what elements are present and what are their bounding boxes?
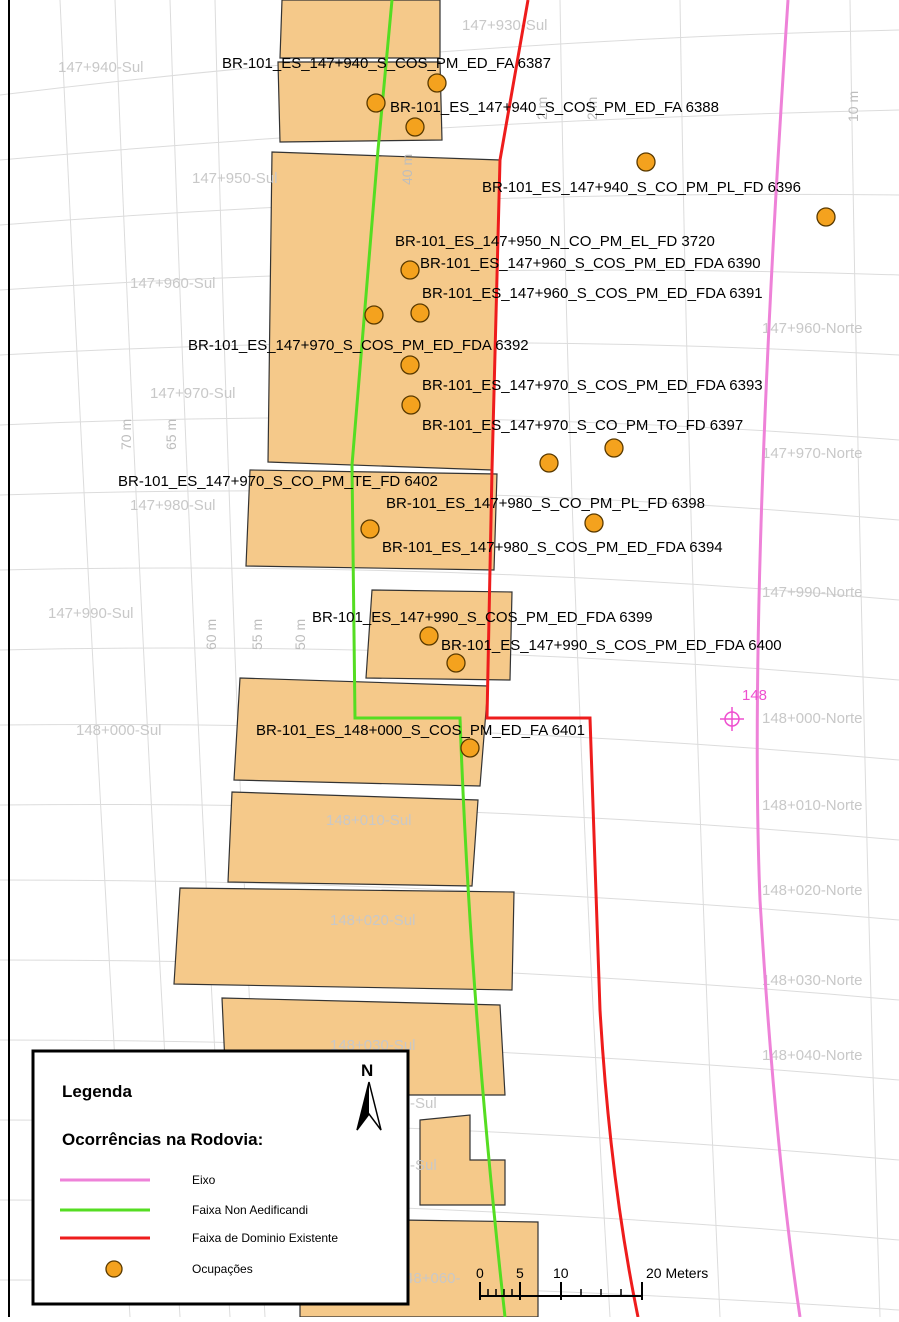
occurrence-marker (460, 738, 480, 758)
north-arrow: N (356, 1061, 382, 1131)
occurrence-label: BR-101_ES_147+970_S_COS_PM_ED_FDA 6392 (188, 337, 529, 354)
occurrence-marker (419, 626, 439, 646)
occurrence-label: BR-101_ES_147+980_S_COS_PM_ED_FDA 6394 (382, 539, 723, 556)
station-label: 147+960-Sul (130, 275, 216, 292)
scale-tick-label: 0 (476, 1265, 484, 1281)
occurrence-label: BR-101_ES_147+970_S_CO_PM_TO_FD 6397 (422, 417, 743, 434)
distance-label: 50 m (292, 619, 308, 650)
faixa-dominio-line (485, 0, 640, 1318)
distance-label: 40 m (399, 154, 415, 185)
occurrence-label: BR-101_ES_147+960_S_COS_PM_ED_FDA 6390 (420, 255, 761, 272)
occurrence-marker (539, 453, 559, 473)
legend-box (31, 1049, 410, 1306)
distance-label: 10 m (845, 91, 861, 122)
occurrence-marker (405, 117, 425, 137)
station-label: 147+950-Sul (192, 170, 278, 187)
occurrence-label: BR-101_ES_147+960_S_COS_PM_ED_FDA 6391 (422, 285, 763, 302)
occurrence-label: BR-101_ES_147+990_S_COS_PM_ED_FDA 6400 (441, 637, 782, 654)
station-label: -Sul (410, 1095, 437, 1112)
station-label: 148+000-Norte (762, 710, 863, 727)
distance-label: 2 m (534, 97, 550, 120)
station-label: 147+990-Sul (48, 605, 134, 622)
legend-ocupacoes-swatch (105, 1260, 123, 1278)
occurrence-marker (360, 519, 380, 539)
scale-bar: 0 5 10 20 Meters (476, 1265, 708, 1300)
legend-subtitle: Ocorrências na Rodovia: (62, 1130, 263, 1149)
station-label: 48+060- (405, 1270, 460, 1287)
occurrence-label: BR-101_ES_147+940_S_CO_PM_PL_FD 6396 (482, 179, 801, 196)
occurrence-marker (410, 303, 430, 323)
occurrence-label: BR-101_ES_147+990_S_COS_PM_ED_FDA 6399 (312, 609, 653, 626)
station-label: 147+960-Norte (762, 320, 863, 337)
occurrence-label: BR-101_ES_147+980_S_CO_PM_PL_FD 6398 (386, 495, 705, 512)
legend-eixo-label: Eixo (192, 1173, 216, 1187)
occurrence-label: BR-101_ES_147+970_S_COS_PM_ED_FDA 6393 (422, 377, 763, 394)
distance-labels: 70 m 65 m 60 m 55 m 50 m 40 m 2 m 2 m 10… (118, 91, 861, 650)
station-label: 148+040-Norte (762, 1047, 863, 1064)
occurrence-marker (401, 395, 421, 415)
scale-tick-label: 20 Meters (646, 1265, 708, 1281)
distance-label: 60 m (203, 619, 219, 650)
occurrence-marker (400, 260, 420, 280)
station-label: 147+930-Sul (462, 17, 548, 34)
station-label: 147+990-Norte (762, 584, 863, 601)
occurrence-marker (584, 513, 604, 533)
axis-station-label: 148 (742, 687, 767, 704)
station-label: 148+010-Sul (326, 812, 412, 829)
station-label: 147+970-Norte (762, 445, 863, 462)
station-label: 147+940-Sul (58, 59, 144, 76)
occurrence-markers (360, 73, 836, 758)
station-label: 148+020-Norte (762, 882, 863, 899)
scale-tick-label: 5 (516, 1265, 524, 1281)
occurrence-marker (816, 207, 836, 227)
scale-tick-label: 10 (553, 1265, 569, 1281)
station-label: 148+030-Norte (762, 972, 863, 989)
distance-label: 70 m (118, 419, 134, 450)
occurrence-marker (364, 305, 384, 325)
occurrence-label: BR-101_ES_147+950_N_CO_PM_EL_FD 3720 (395, 233, 715, 250)
eixo-line (755, 0, 802, 1318)
occurrence-marker (400, 355, 420, 375)
occurrence-marker (427, 73, 447, 93)
legend-dominio-label: Faixa de Dominio Existente (192, 1231, 338, 1245)
distance-label: 55 m (249, 619, 265, 650)
occurrence-label: BR-101_ES_147+970_S_CO_PM_TE_FD 6402 (118, 473, 438, 490)
axis-station-marker: 148 (720, 687, 767, 731)
occurrence-label: BR-101_ES_147+940_S_COS_PM_ED_FA 6387 (222, 55, 551, 72)
legend-non-aedificandi-label: Faixa Non Aedificandi (192, 1203, 308, 1217)
station-label: 148+010-Norte (762, 797, 863, 814)
station-labels: 147+930-Sul 147+940-Sul 147+950-Sul 147+… (48, 17, 863, 1287)
north-arrow-label: N (361, 1061, 373, 1080)
occurrence-labels: BR-101_ES_147+940_S_COS_PM_ED_FA 6387 BR… (118, 55, 801, 739)
distance-label: 65 m (163, 419, 179, 450)
legend-title: Legenda (62, 1082, 132, 1101)
station-label: 148+000-Sul (76, 722, 162, 739)
station-label: 147+970-Sul (150, 385, 236, 402)
occurrence-marker (636, 152, 656, 172)
occurrence-label: BR-101_ES_148+000_S_COS_PM_ED_FA 6401 (256, 722, 585, 739)
distance-label: 2 m (584, 97, 600, 120)
station-label: -Sul (410, 1157, 437, 1174)
faixa-non-aedificandi-line (350, 0, 507, 1318)
occurrence-marker (604, 438, 624, 458)
parcels (173, 0, 539, 1318)
station-label: 148+020-Sul (330, 912, 416, 929)
legend-ocupacoes-label: Ocupações (192, 1262, 253, 1276)
station-label: 147+980-Sul (130, 497, 216, 514)
occurrence-marker (446, 653, 466, 673)
occurrence-marker (366, 93, 386, 113)
legend: Legenda Ocorrências na Rodovia: N Eixo F… (31, 1049, 410, 1306)
occurrence-label: BR-101_ES_147+940_S_COS_PM_ED_FA 6388 (390, 99, 719, 116)
